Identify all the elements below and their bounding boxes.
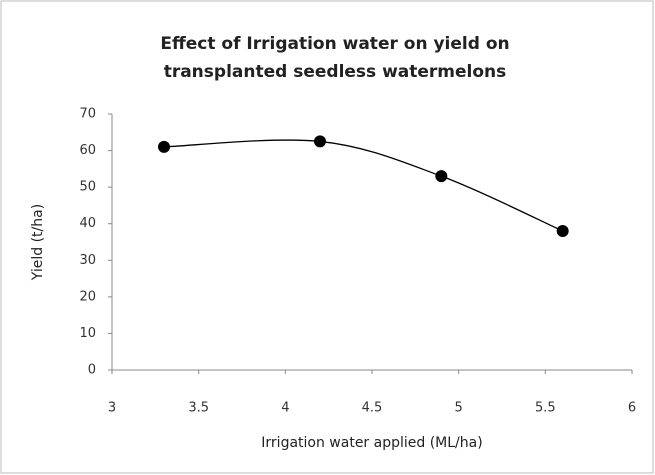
y-tick-label: 10 (79, 326, 96, 341)
y-tick-label: 40 (79, 216, 96, 231)
x-tick-label: 4 (281, 401, 289, 416)
point (556, 225, 569, 238)
x-tick-label: 4.5 (362, 401, 383, 416)
y-tick-label: 0 (88, 363, 96, 378)
point (158, 140, 170, 153)
y-axis-label: Yield (t/ha) (30, 204, 46, 281)
x-tick-label: 5.5 (535, 401, 556, 416)
point (435, 170, 448, 183)
x-tick-label: 3.5 (188, 401, 209, 416)
x-axis-label: Irrigation water applied (ML/ha) (261, 435, 482, 451)
x-tick-label: 6 (628, 401, 636, 416)
x-tick-label: 3 (108, 401, 116, 416)
y-tick-label: 20 (79, 289, 96, 304)
chart-title: Effect of Irrigation water on yield on (160, 34, 509, 54)
line (163, 139, 563, 232)
chart-title: transplanted seedless watermelons (164, 62, 507, 82)
y-tick-label: 30 (79, 253, 96, 268)
y-tick-label: 60 (79, 143, 96, 158)
y-tick-label: 70 (79, 107, 96, 122)
y-tick-label: 50 (79, 180, 96, 195)
x-tick-label: 5 (455, 401, 463, 416)
point (314, 135, 326, 148)
